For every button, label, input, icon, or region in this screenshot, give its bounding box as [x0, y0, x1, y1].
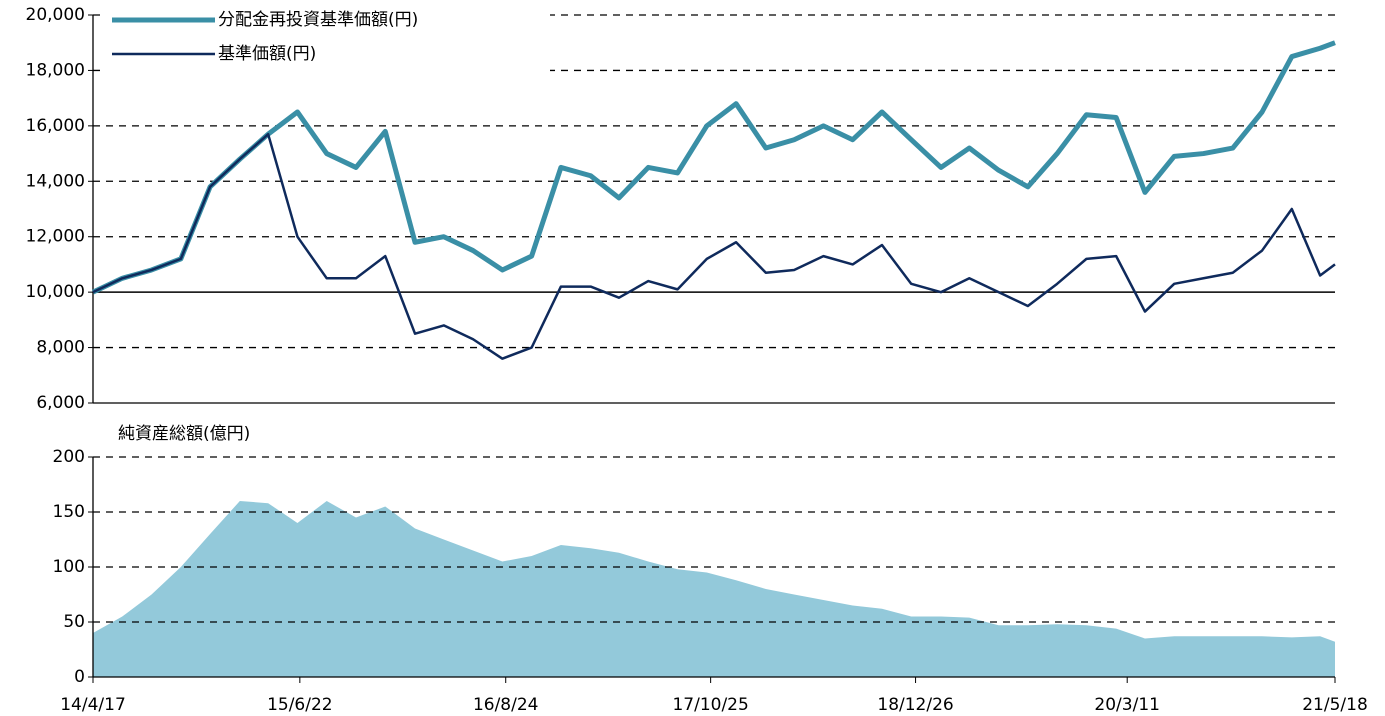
y-tick-label: 10,000 [26, 282, 85, 302]
y-tick-label: 18,000 [26, 60, 85, 80]
x-tick-label: 20/3/11 [1094, 695, 1160, 715]
legend-label: 分配金再投資基準価額(円) [218, 10, 418, 30]
y-tick-label: 150 [53, 502, 85, 522]
line [91, 40, 1336, 295]
legend-box [100, 2, 550, 72]
y-tick-label: 8,000 [36, 338, 85, 358]
legend-label: 基準価額(円) [218, 44, 316, 64]
y-tick-label: 100 [53, 557, 85, 577]
area [93, 501, 1335, 677]
y-tick-label: 20,000 [26, 5, 85, 25]
panel-title: 純資産総額(億円) [118, 424, 250, 444]
y-tick-label: 200 [53, 447, 85, 467]
y-tick-label: 12,000 [26, 227, 85, 247]
line [92, 132, 1336, 360]
x-tick-label: 16/8/24 [473, 695, 539, 715]
y-tick-label: 16,000 [26, 116, 85, 136]
x-tick-label: 18/12/26 [877, 695, 953, 715]
y-tick-label: 0 [74, 667, 85, 687]
y-tick-label: 14,000 [26, 171, 85, 191]
x-tick-label: 14/4/17 [60, 695, 126, 715]
x-tick-label: 15/6/22 [267, 695, 333, 715]
y-tick-label: 50 [63, 612, 85, 632]
x-tick-label: 17/10/25 [672, 695, 748, 715]
x-tick-label: 21/5/18 [1302, 695, 1368, 715]
y-tick-label: 6,000 [36, 393, 85, 413]
